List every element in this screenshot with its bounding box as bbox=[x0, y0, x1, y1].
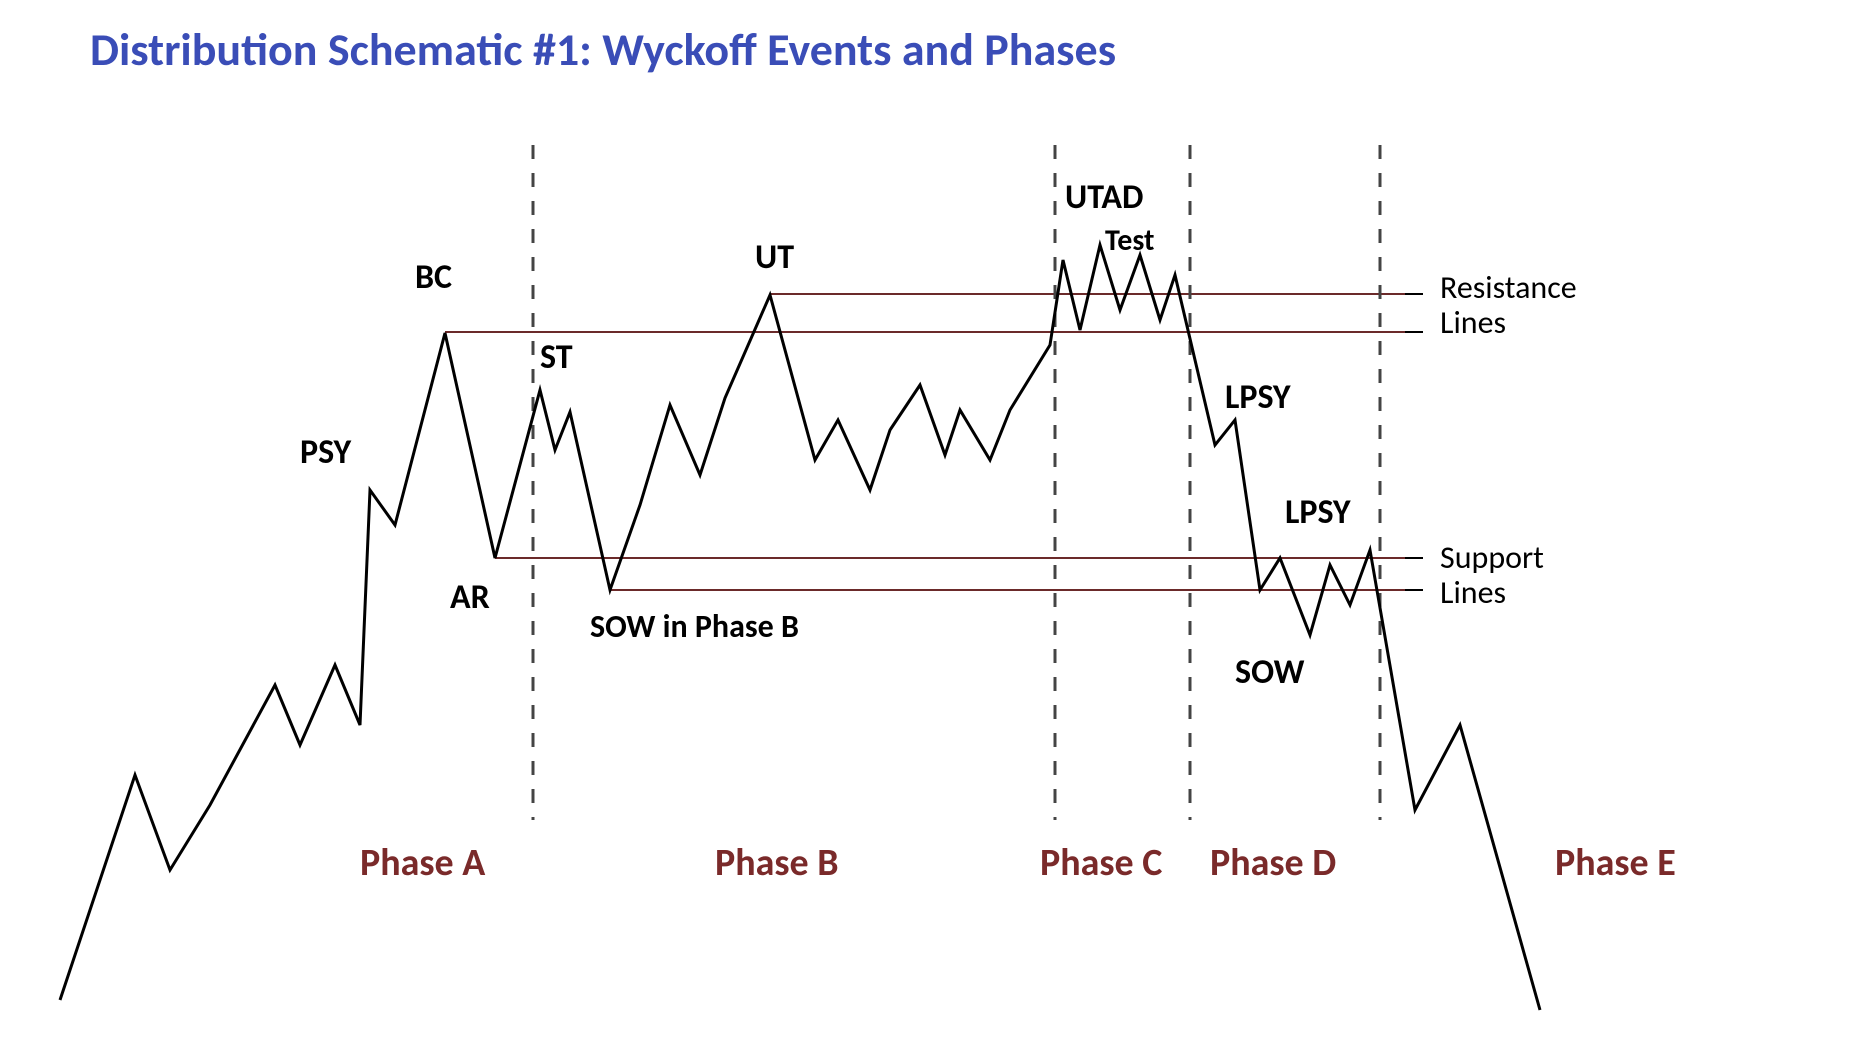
phase-d: Phase D bbox=[1210, 840, 1336, 886]
resistance-lines-label: Resistance Lines bbox=[1440, 270, 1577, 340]
phase-e: Phase E bbox=[1555, 840, 1676, 886]
phase-c: Phase C bbox=[1040, 840, 1162, 886]
lpsy-1: LPSY bbox=[1225, 380, 1291, 416]
bc: BC bbox=[415, 260, 452, 296]
phase-a: Phase A bbox=[360, 840, 485, 886]
test: Test bbox=[1105, 225, 1154, 257]
support-lines-label: Support Lines bbox=[1440, 540, 1544, 610]
price-line bbox=[60, 245, 1540, 1010]
ar: AR bbox=[450, 580, 490, 616]
sow-in-b: SOW in Phase B bbox=[590, 610, 799, 644]
lpsy-2: LPSY bbox=[1285, 495, 1351, 531]
phase-b: Phase B bbox=[715, 840, 839, 886]
ut: UT bbox=[755, 240, 794, 276]
utad: UTAD bbox=[1065, 180, 1143, 216]
st: ST bbox=[540, 340, 573, 376]
sow: SOW bbox=[1235, 655, 1304, 691]
psy: PSY bbox=[300, 435, 351, 471]
